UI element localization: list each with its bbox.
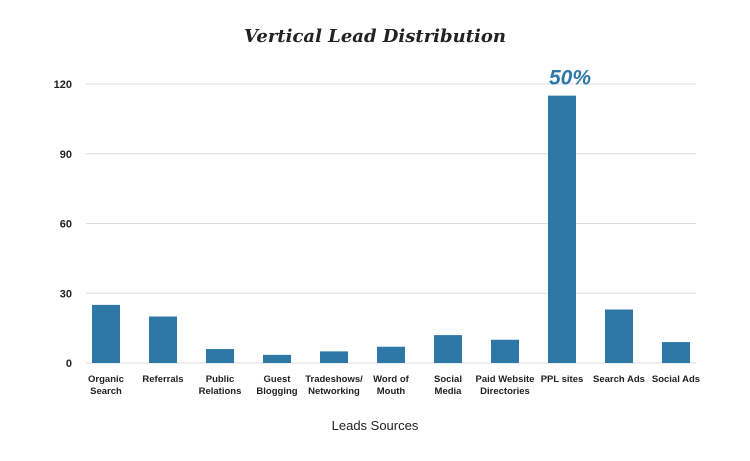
x-tick-label: Search Ads: [593, 374, 645, 385]
bar-annotation: 50%: [549, 67, 591, 90]
y-tick-label: 120: [54, 79, 72, 91]
y-tick-label: 30: [60, 288, 72, 300]
bar: [548, 95, 576, 363]
bar: [92, 304, 120, 363]
y-tick-label: 60: [60, 219, 72, 231]
bar: [206, 349, 234, 363]
bar: [263, 354, 291, 363]
y-tick-label: 0: [66, 358, 72, 370]
y-tick-label: 90: [60, 149, 72, 161]
x-tick-label: PPL sites: [541, 374, 584, 385]
x-tick-label: Organic Search: [88, 374, 124, 397]
x-tick-label: Tradeshows/Networking: [305, 374, 363, 397]
bar: [605, 309, 633, 363]
bar: [149, 316, 177, 363]
x-tick-label: Social Ads: [652, 374, 700, 385]
x-tick-label: Social Media: [434, 374, 462, 397]
x-tick-label: Guest Blogging: [256, 374, 297, 397]
bar: [434, 335, 462, 363]
bar: [377, 346, 405, 363]
x-tick-label: Paid Website Directories: [476, 374, 535, 397]
bar: [662, 342, 690, 363]
x-tick-label: Word of Mouth: [373, 374, 410, 397]
x-axis-title: Leads Sources: [331, 418, 419, 433]
bar: [320, 351, 348, 363]
x-tick-label: Referrals: [142, 374, 183, 385]
x-tick-label: Public Relations: [199, 374, 242, 397]
bar: [491, 339, 519, 363]
chart-title: Vertical Lead Distribution: [244, 26, 506, 47]
